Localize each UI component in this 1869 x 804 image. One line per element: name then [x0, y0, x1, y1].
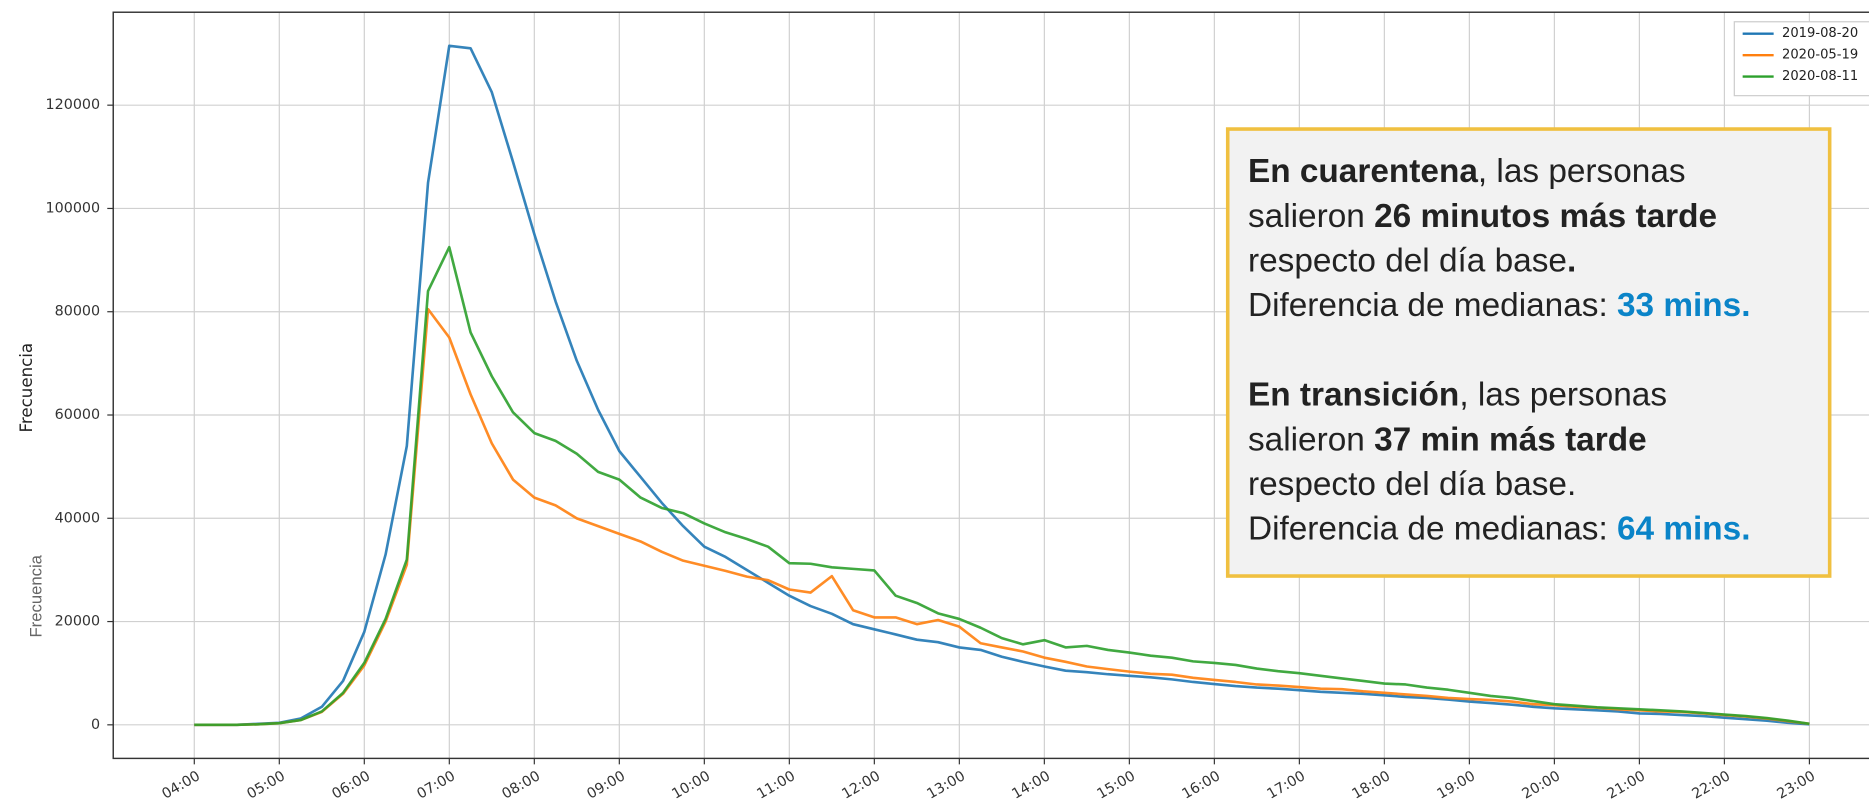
y-tick-label: 120000 — [46, 97, 101, 113]
y-tick-label: 80000 — [55, 304, 100, 320]
annotation-box — [1225, 127, 1832, 578]
annotation-run: salieron — [1248, 198, 1374, 235]
annotation-run: respecto del día base. — [1248, 466, 1576, 503]
legend-label: 2020-08-11 — [1782, 69, 1858, 84]
annotation-run: Diferencia de medianas: — [1248, 511, 1617, 548]
x-tick-label: 08:00 — [499, 768, 543, 802]
annotation-line: En transición, las personas — [1248, 376, 1667, 413]
annotation-line: En cuarentena, las personas — [1248, 153, 1686, 190]
x-tick-label: 13:00 — [924, 768, 968, 802]
annotation-line: salieron 37 min más tarde — [1248, 421, 1647, 458]
x-tick-label: 21:00 — [1604, 768, 1648, 802]
annotation-run: , las personas — [1478, 153, 1686, 190]
x-tick-label: 10:00 — [669, 768, 713, 802]
annotation-run: En transición — [1248, 376, 1459, 413]
y-axis-label-secondary: Frecuencia — [26, 554, 45, 637]
x-tick-label: 11:00 — [754, 768, 798, 802]
x-tick-label: 15:00 — [1094, 768, 1138, 802]
y-tick-label: 20000 — [55, 614, 100, 630]
x-tick-label: 07:00 — [414, 768, 458, 802]
annotation-run: 64 mins. — [1617, 511, 1751, 548]
annotation-run: En cuarentena — [1248, 153, 1478, 190]
x-tick-label: 16:00 — [1179, 768, 1223, 802]
x-tick-label: 05:00 — [244, 768, 288, 802]
annotation-run: respecto del día base — [1248, 242, 1567, 279]
y-tick-label: 40000 — [55, 510, 100, 526]
x-tick-label: 04:00 — [159, 768, 203, 802]
annotation-run: Diferencia de medianas: — [1248, 287, 1617, 324]
y-axis-label: Frecuencia — [17, 343, 36, 433]
series-line — [194, 307, 1810, 727]
x-tick-label: 23:00 — [1774, 768, 1818, 802]
x-tick-label: 17:00 — [1264, 768, 1308, 802]
annotation-run: . — [1567, 242, 1576, 279]
series-line — [194, 44, 1810, 727]
annotation-line: Diferencia de medianas: 33 mins. — [1248, 287, 1751, 324]
x-tick-label: 09:00 — [584, 768, 628, 802]
annotation-run: 26 minutos más tarde — [1374, 198, 1717, 235]
y-tick-label: 100000 — [46, 200, 101, 216]
annotation-run: 33 mins. — [1617, 287, 1751, 324]
y-tick-label: 60000 — [55, 407, 100, 423]
annotation-line: Diferencia de medianas: 64 mins. — [1248, 511, 1751, 548]
x-tick-label: 22:00 — [1689, 768, 1733, 802]
series-line — [194, 245, 1810, 727]
y-tick-label: 0 — [91, 717, 100, 733]
annotation-run: 37 min más tarde — [1374, 421, 1647, 458]
annotation-line: respecto del día base. — [1248, 466, 1576, 503]
annotation-run: salieron — [1248, 421, 1374, 458]
x-tick-label: 14:00 — [1009, 768, 1053, 802]
x-tick-label: 19:00 — [1434, 768, 1478, 802]
annotation-run: , las personas — [1459, 376, 1667, 413]
x-tick-label: 18:00 — [1349, 768, 1393, 802]
legend-label: 2019-08-20 — [1782, 26, 1858, 41]
lines — [194, 44, 1810, 727]
x-tick-label: 20:00 — [1519, 768, 1563, 802]
plot-frame — [112, 11, 1869, 760]
legend-label: 2020-05-19 — [1782, 48, 1858, 63]
annotation-line: salieron 26 minutos más tarde — [1248, 198, 1717, 235]
legend: 2019-08-20 2020-05-19 2020-08-11 — [1733, 21, 1869, 97]
annotation-line: respecto del día base. — [1248, 242, 1576, 279]
x-tick-label: 06:00 — [329, 768, 373, 802]
x-tick-label: 12:00 — [839, 768, 883, 802]
